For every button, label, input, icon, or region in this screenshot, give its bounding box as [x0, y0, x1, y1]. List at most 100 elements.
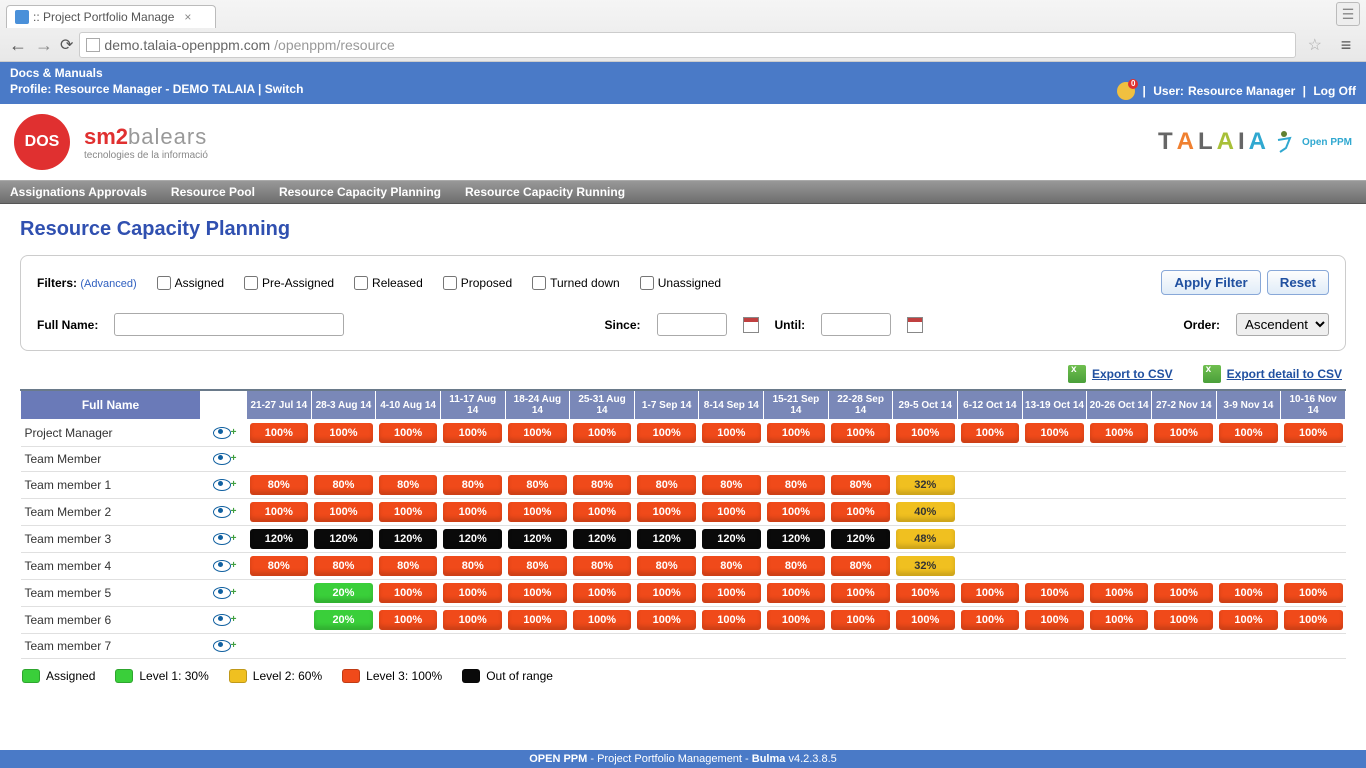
- capacity-cell: 120%: [831, 529, 890, 549]
- menu-capacity-running[interactable]: Resource Capacity Running: [465, 185, 625, 199]
- resource-name: Project Manager: [21, 420, 201, 447]
- until-input[interactable]: [821, 313, 891, 336]
- capacity-cell: 20%: [314, 583, 373, 603]
- capacity-cell: 100%: [1090, 610, 1149, 630]
- reload-button[interactable]: ⟳: [60, 35, 73, 55]
- sm2-logo: sm2balears tecnologies de la informació: [84, 124, 208, 161]
- capacity-cell: 80%: [637, 475, 696, 495]
- tab-title: :: Project Portfolio Manage: [33, 10, 174, 24]
- table-row: Project Manager+100%100%100%100%100%100%…: [21, 420, 1346, 447]
- back-button[interactable]: ←: [8, 35, 28, 56]
- check-released[interactable]: Released: [354, 276, 423, 290]
- switch-link[interactable]: Switch: [265, 82, 304, 96]
- view-button[interactable]: +: [201, 553, 247, 580]
- capacity-cell: 100%: [702, 423, 761, 443]
- export-csv-link[interactable]: Export to CSV: [1068, 365, 1173, 383]
- forward-button[interactable]: →: [34, 35, 54, 56]
- check-assigned[interactable]: Assigned: [157, 276, 224, 290]
- browser-tab[interactable]: :: Project Portfolio Manage ×: [6, 5, 216, 28]
- check-turneddown[interactable]: Turned down: [532, 276, 620, 290]
- order-select[interactable]: Ascendent: [1236, 313, 1329, 336]
- since-input[interactable]: [657, 313, 727, 336]
- capacity-cell: 100%: [314, 502, 373, 522]
- view-button[interactable]: +: [201, 526, 247, 553]
- capacity-cell: 100%: [961, 583, 1020, 603]
- capacity-cell: 32%: [896, 556, 955, 576]
- capacity-cell: 100%: [379, 423, 438, 443]
- capacity-cell: 100%: [314, 423, 373, 443]
- capacity-cell: 100%: [508, 502, 567, 522]
- col-date: 13-19 Oct 14: [1022, 390, 1087, 420]
- bookmark-icon[interactable]: ☆: [1308, 35, 1322, 55]
- table-row: Team member 6+20%100%100%100%100%100%100…: [21, 607, 1346, 634]
- capacity-cell: 120%: [702, 529, 761, 549]
- view-button[interactable]: +: [201, 580, 247, 607]
- capacity-cell: 120%: [314, 529, 373, 549]
- capacity-cell: 100%: [443, 423, 502, 443]
- col-date: 4-10 Aug 14: [376, 390, 441, 420]
- capacity-cell: 40%: [896, 502, 955, 522]
- view-button[interactable]: +: [201, 499, 247, 526]
- capacity-cell: 80%: [250, 556, 309, 576]
- chrome-profile-button[interactable]: ☰: [1336, 2, 1360, 26]
- view-button[interactable]: +: [201, 472, 247, 499]
- chrome-menu-button[interactable]: ≡: [1334, 35, 1358, 56]
- docs-link[interactable]: Docs & Manuals: [10, 66, 103, 80]
- capacity-cell: 100%: [1090, 423, 1149, 443]
- legend-item: Level 3: 100%: [342, 669, 442, 683]
- capacity-cell: 100%: [1154, 423, 1213, 443]
- legend-swatch: [115, 669, 133, 683]
- calendar-icon[interactable]: [743, 317, 759, 333]
- view-button[interactable]: +: [201, 447, 247, 472]
- calendar-icon[interactable]: [907, 317, 923, 333]
- eye-icon: +: [213, 477, 235, 491]
- capacity-cell: 100%: [508, 423, 567, 443]
- reset-button[interactable]: Reset: [1267, 270, 1329, 295]
- capacity-cell: 20%: [314, 610, 373, 630]
- page-title: Resource Capacity Planning: [0, 204, 1366, 255]
- view-button[interactable]: +: [201, 634, 247, 659]
- check-preassigned[interactable]: Pre-Assigned: [244, 276, 334, 290]
- order-label: Order:: [1183, 318, 1220, 332]
- check-unassigned[interactable]: Unassigned: [640, 276, 721, 290]
- capacity-cell: 100%: [702, 502, 761, 522]
- capacity-cell: 100%: [831, 502, 890, 522]
- capacity-cell: 100%: [637, 583, 696, 603]
- table-row: Team member 1+80%80%80%80%80%80%80%80%80…: [21, 472, 1346, 499]
- capacity-cell: 100%: [379, 610, 438, 630]
- capacity-cell: 120%: [767, 529, 826, 549]
- url-input[interactable]: demo.talaia-openppm.com/openppm/resource: [79, 32, 1295, 58]
- user-label: User:: [1153, 84, 1184, 98]
- advanced-link[interactable]: (Advanced): [80, 278, 136, 290]
- view-button[interactable]: +: [201, 607, 247, 634]
- apply-filter-button[interactable]: Apply Filter: [1161, 270, 1260, 295]
- legend-item: Assigned: [22, 669, 95, 683]
- close-tab-icon[interactable]: ×: [184, 10, 191, 24]
- favicon-icon: [15, 10, 29, 24]
- capacity-cell: 80%: [767, 556, 826, 576]
- capacity-cell: 100%: [896, 583, 955, 603]
- col-date: 20-26 Oct 14: [1087, 390, 1152, 420]
- capacity-cell: 80%: [379, 475, 438, 495]
- capacity-cell: 80%: [508, 475, 567, 495]
- check-proposed[interactable]: Proposed: [443, 276, 512, 290]
- view-button[interactable]: +: [201, 420, 247, 447]
- capacity-cell: 100%: [250, 423, 309, 443]
- capacity-cell: 100%: [1025, 423, 1084, 443]
- table-row: Team member 5+20%100%100%100%100%100%100…: [21, 580, 1346, 607]
- menu-capacity-planning[interactable]: Resource Capacity Planning: [279, 185, 441, 199]
- col-date: 10-16 Nov 14: [1281, 390, 1346, 420]
- fullname-input[interactable]: [114, 313, 344, 336]
- menu-resource-pool[interactable]: Resource Pool: [171, 185, 255, 199]
- capacity-cell: 32%: [896, 475, 955, 495]
- table-row: Team Member+: [21, 447, 1346, 472]
- capacity-cell: 100%: [573, 423, 632, 443]
- user-link[interactable]: Resource Manager: [1188, 84, 1295, 98]
- bell-icon[interactable]: 0: [1117, 82, 1135, 100]
- menu-assignations[interactable]: Assignations Approvals: [10, 185, 147, 199]
- legend-swatch: [229, 669, 247, 683]
- logoff-link[interactable]: Log Off: [1313, 84, 1356, 98]
- export-detail-link[interactable]: Export detail to CSV: [1203, 365, 1342, 383]
- col-date: 21-27 Jul 14: [247, 390, 312, 420]
- table-row: Team member 3+120%120%120%120%120%120%12…: [21, 526, 1346, 553]
